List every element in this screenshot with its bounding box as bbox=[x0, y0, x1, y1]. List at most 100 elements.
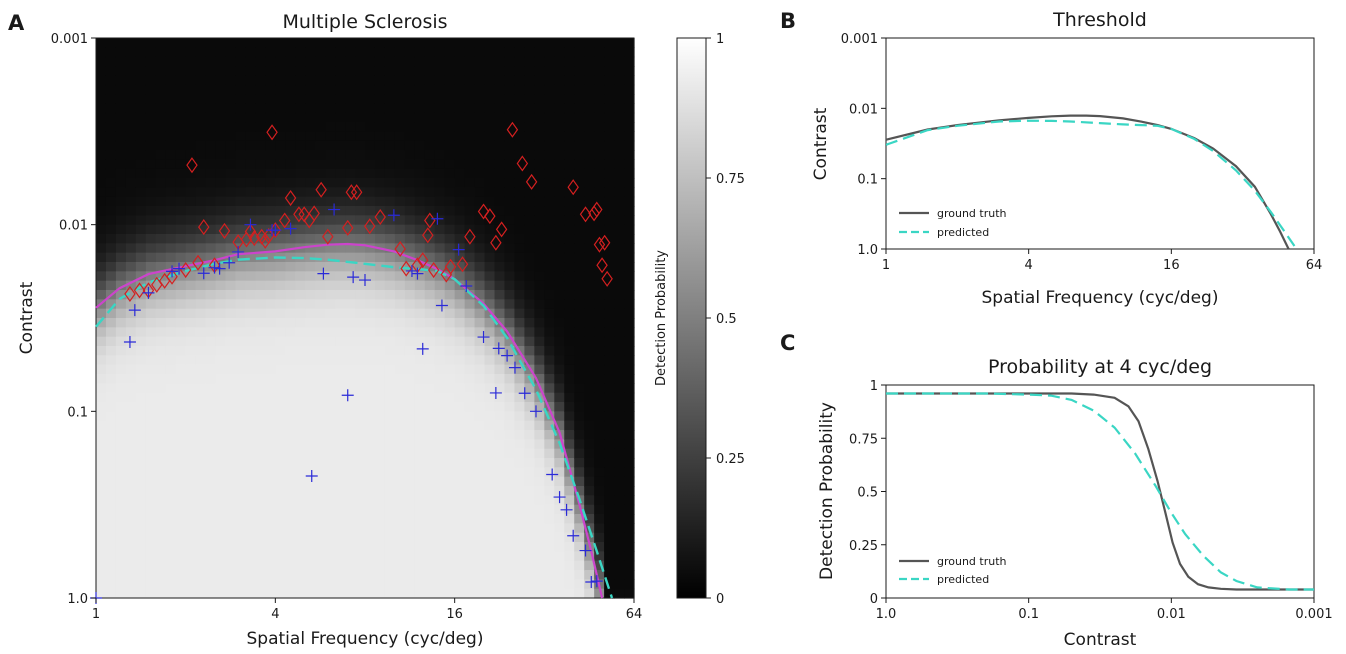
heatmap-cell bbox=[554, 47, 565, 58]
heatmap-cell bbox=[594, 504, 605, 515]
heatmap-cell bbox=[195, 243, 207, 254]
heatmap-cell bbox=[434, 420, 446, 431]
heatmap-cell bbox=[165, 467, 177, 478]
heatmap-cell bbox=[245, 187, 256, 198]
heatmap-cell bbox=[414, 588, 426, 599]
heatmap-cell bbox=[235, 38, 247, 48]
heatmap-cell bbox=[255, 308, 266, 319]
heatmap-cell bbox=[275, 122, 286, 132]
heatmap-cell bbox=[225, 47, 237, 58]
heatmap-cell bbox=[614, 234, 625, 244]
heatmap-cell bbox=[115, 262, 127, 272]
heatmap-cell bbox=[594, 420, 605, 431]
heatmap-cell bbox=[534, 327, 545, 338]
heatmap-cell bbox=[125, 560, 137, 571]
heatmap-cell bbox=[295, 168, 306, 179]
heatmap-cell bbox=[175, 112, 187, 123]
heatmap-cell bbox=[195, 430, 207, 440]
heatmap-cell bbox=[355, 355, 366, 366]
heatmap-cell bbox=[185, 75, 197, 86]
heatmap-cell bbox=[365, 318, 376, 328]
heatmap-cell bbox=[255, 243, 266, 254]
heatmap-cell bbox=[454, 504, 466, 515]
heatmap-cell bbox=[434, 38, 446, 48]
heatmap-cell bbox=[345, 308, 356, 319]
heatmap-cell bbox=[584, 560, 595, 571]
heatmap-cell bbox=[504, 178, 516, 188]
heatmap-cell bbox=[514, 402, 525, 412]
heatmap-cell bbox=[105, 215, 117, 226]
heatmap-cell bbox=[454, 66, 466, 76]
heatmap-cell bbox=[444, 187, 456, 198]
heatmap-cell bbox=[504, 84, 516, 95]
heatmap-cell bbox=[544, 476, 555, 487]
heatmap-cell bbox=[305, 159, 316, 170]
heatmap-cell bbox=[564, 579, 575, 590]
panel-a-ylabel: Contrast bbox=[17, 281, 37, 354]
heatmap-cell bbox=[504, 588, 516, 599]
heatmap-cell bbox=[444, 560, 456, 571]
heatmap-cell bbox=[384, 103, 396, 114]
heatmap-cell bbox=[275, 187, 286, 198]
point-miss bbox=[269, 224, 282, 237]
heatmap-cell bbox=[594, 187, 605, 198]
heatmap-cell bbox=[115, 140, 127, 151]
heatmap-cell bbox=[484, 402, 496, 412]
heatmap-cell bbox=[384, 290, 396, 300]
heatmap-cell bbox=[325, 94, 336, 104]
heatmap-cell bbox=[215, 103, 227, 114]
heatmap-cell bbox=[145, 570, 157, 580]
heatmap-cell bbox=[494, 570, 506, 580]
heatmap-cell bbox=[374, 374, 386, 384]
heatmap-cell bbox=[355, 327, 366, 338]
heatmap-cell bbox=[125, 486, 137, 496]
heatmap-cell bbox=[315, 206, 326, 216]
point-miss bbox=[585, 576, 598, 589]
heatmap-cell bbox=[205, 523, 217, 534]
heatmap-cell bbox=[394, 430, 406, 440]
heatmap-cell bbox=[335, 38, 346, 48]
heatmap-cell bbox=[564, 402, 575, 412]
series-ground-truth bbox=[886, 114, 1290, 249]
heatmap-cell bbox=[374, 476, 386, 487]
heatmap-cell bbox=[404, 150, 416, 160]
heatmap-cell bbox=[504, 75, 516, 86]
heatmap-cell bbox=[444, 215, 456, 226]
heatmap-cell bbox=[434, 122, 446, 132]
heatmap-cell bbox=[96, 374, 107, 384]
heatmap-cell bbox=[165, 299, 177, 310]
heatmap-cell bbox=[305, 112, 316, 123]
heatmap-cell bbox=[414, 280, 426, 291]
heatmap-cell bbox=[514, 374, 525, 384]
heatmap-cell bbox=[96, 290, 107, 300]
heatmap-cell bbox=[305, 234, 316, 244]
heatmap-cell bbox=[315, 262, 326, 272]
heatmap-cell bbox=[96, 448, 107, 459]
heatmap-cell bbox=[544, 234, 555, 244]
heatmap-cell bbox=[444, 122, 456, 132]
heatmap-cell bbox=[454, 411, 466, 422]
heatmap-cell bbox=[484, 159, 496, 170]
heatmap-cell bbox=[614, 262, 625, 272]
heatmap-cell bbox=[215, 112, 227, 123]
heatmap-cell bbox=[494, 308, 506, 319]
heatmap-cell bbox=[614, 131, 625, 142]
heatmap-cell bbox=[155, 383, 167, 394]
heatmap-cell bbox=[524, 75, 535, 86]
heatmap-cell bbox=[414, 560, 426, 571]
heatmap-cell bbox=[225, 476, 237, 487]
heatmap-cell bbox=[464, 420, 476, 431]
heatmap-cell bbox=[424, 420, 436, 431]
heatmap-cell bbox=[624, 327, 635, 338]
heatmap-cell bbox=[225, 75, 237, 86]
heatmap-cell bbox=[484, 224, 496, 235]
heatmap-cell bbox=[574, 150, 585, 160]
heatmap-cell bbox=[96, 579, 107, 590]
heatmap-cell bbox=[355, 383, 366, 394]
heatmap-cell bbox=[404, 56, 416, 67]
heatmap-cell bbox=[484, 196, 496, 207]
heatmap-cell bbox=[195, 271, 207, 282]
heatmap-cell bbox=[614, 504, 625, 515]
heatmap-cell bbox=[225, 383, 237, 394]
heatmap-cell bbox=[255, 140, 266, 151]
